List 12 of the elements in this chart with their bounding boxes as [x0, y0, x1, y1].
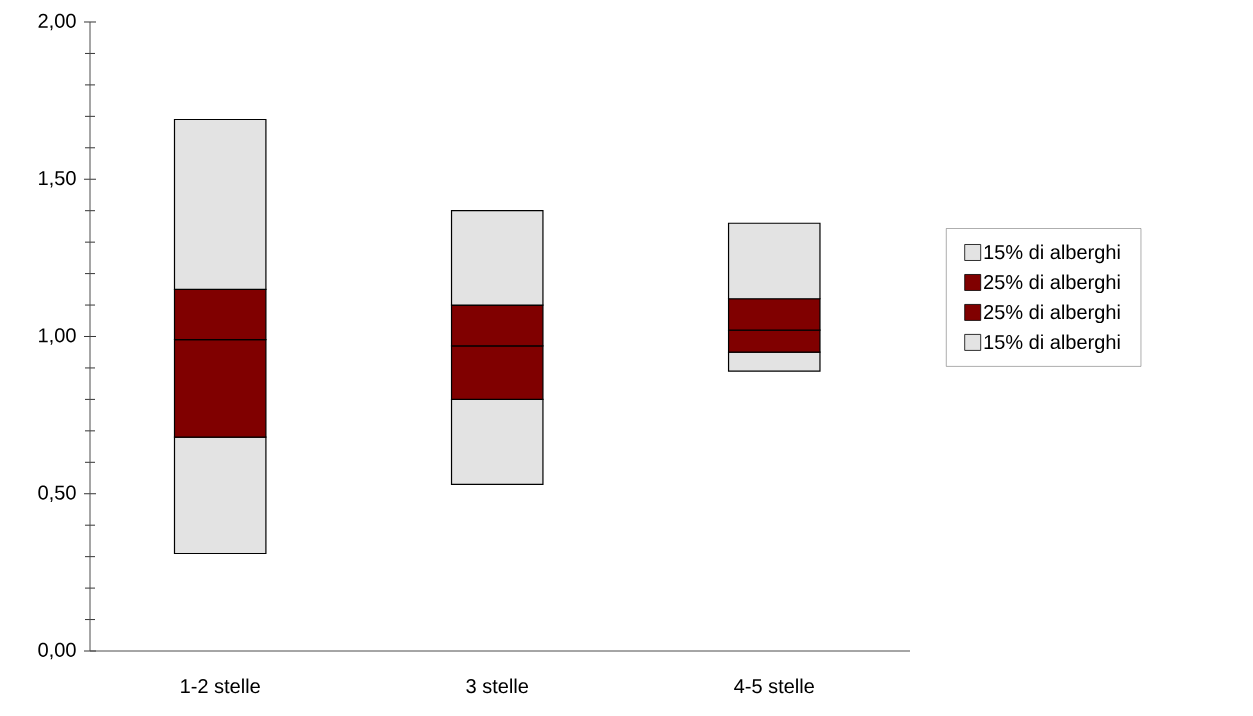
legend-label: 25% di alberghi: [984, 274, 1120, 294]
y-tick-label: 0,00: [38, 642, 76, 660]
legend-label: 25% di alberghi: [984, 304, 1120, 324]
y-tick-label: 0,50: [38, 485, 76, 503]
y-tick-label: 2,00: [38, 13, 76, 31]
y-tick-label: 1,50: [39, 170, 76, 188]
legend-label: 15% di alberghi: [984, 334, 1120, 354]
x-tick-label: 4-5 stelle: [734, 678, 814, 694]
legend-label: 15% di alberghi: [984, 244, 1120, 264]
x-tick-label: 3 stelle: [466, 678, 528, 694]
y-tick-label: 1,00: [39, 328, 76, 345]
x-tick-label: 1-2 stelle: [181, 678, 260, 694]
